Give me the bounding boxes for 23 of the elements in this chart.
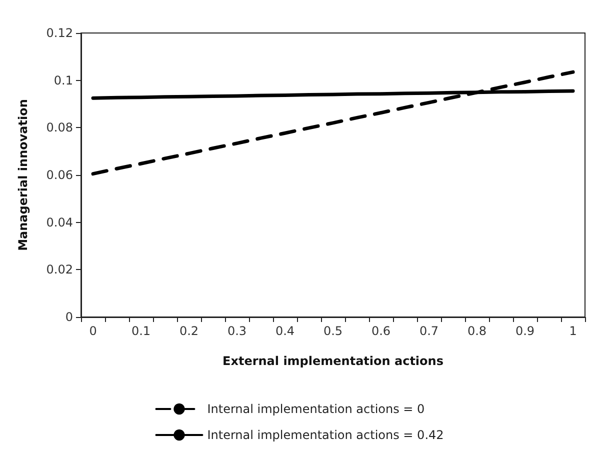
x-tick-label: 0.5 <box>323 324 343 338</box>
x-axis-title: External implementation actions <box>222 354 444 368</box>
x-tick-label: 0 <box>89 324 97 338</box>
x-tick-label: 0.1 <box>131 324 151 338</box>
x-tick-label: 0.9 <box>515 324 535 338</box>
legend-label: Internal implementation actions = 0.42 <box>207 428 444 442</box>
x-tick-label: 0.3 <box>227 324 247 338</box>
y-tick-label: 0.02 <box>46 262 73 277</box>
y-tick-label: 0.12 <box>46 26 73 40</box>
y-tick-label: 0.06 <box>46 168 73 182</box>
x-tick-label: 0.8 <box>467 324 487 338</box>
x-tick-label: 1 <box>569 324 577 338</box>
y-tick-label: 0.04 <box>46 215 73 230</box>
y-tick-label: 0 <box>65 310 73 324</box>
line-series <box>91 70 575 176</box>
y-tick-label: 0.08 <box>46 120 73 135</box>
x-tick-label: 0.2 <box>179 324 199 338</box>
y-axis-title: Managerial innovation <box>16 99 30 251</box>
legend-label: Internal implementation actions = 0 <box>207 402 425 416</box>
x-tick-label: 0.7 <box>419 324 439 338</box>
x-tick-label: 0.6 <box>371 324 391 338</box>
y-tick-label: 0.1 <box>54 73 73 88</box>
x-tick-label: 0.4 <box>275 324 295 338</box>
